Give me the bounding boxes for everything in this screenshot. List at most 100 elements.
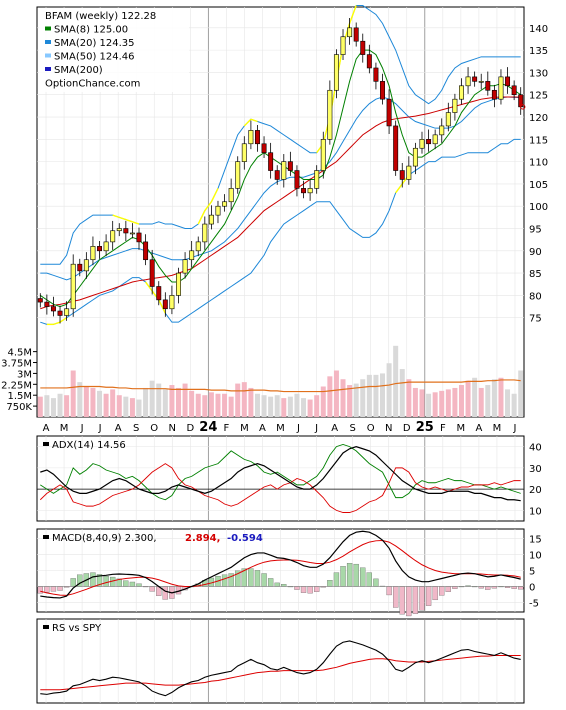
macd-histogram-bar bbox=[485, 586, 491, 590]
candle-body bbox=[228, 188, 234, 203]
candle-body bbox=[419, 139, 425, 149]
adx-y-tick-label: 10 bbox=[529, 506, 542, 517]
legend-entry: SMA(8) 125.00 bbox=[54, 25, 128, 36]
candle-body bbox=[44, 301, 50, 307]
candle-body bbox=[478, 81, 484, 83]
macd-histogram-bar bbox=[50, 586, 57, 592]
candle-body bbox=[162, 299, 168, 310]
candle-body bbox=[505, 76, 511, 87]
candle-body bbox=[327, 89, 333, 140]
x-tick-label: F bbox=[224, 423, 230, 434]
macd-histogram-bar bbox=[57, 586, 63, 591]
volume-bar bbox=[116, 395, 122, 417]
bollinger-upper-highlight bbox=[132, 221, 140, 225]
candle-body bbox=[347, 27, 353, 38]
bollinger-upper-highlight bbox=[119, 216, 127, 221]
volume-bar bbox=[412, 387, 418, 417]
x-tick-label: 25 bbox=[416, 420, 434, 435]
legend-swatch bbox=[45, 53, 51, 58]
adx-title: ADX(14) 14.56 bbox=[52, 440, 126, 451]
candle-body bbox=[314, 170, 320, 189]
candle-body bbox=[452, 98, 458, 113]
price-y-tick-label: 90 bbox=[529, 247, 542, 258]
volume-y-tick-label: 4.5M bbox=[7, 348, 32, 359]
macd-histogram-bar bbox=[274, 582, 280, 587]
bollinger-upper-highlight bbox=[210, 188, 219, 203]
bollinger-upper-highlight bbox=[250, 118, 258, 123]
candle-body bbox=[136, 232, 142, 243]
volume-bar bbox=[485, 385, 491, 417]
candle-body bbox=[281, 161, 287, 180]
volume-bar bbox=[44, 395, 50, 417]
volume-bar bbox=[491, 379, 497, 417]
bollinger-upper-highlight bbox=[125, 218, 133, 223]
volume-bar bbox=[511, 393, 517, 417]
bollinger-lower-highlight bbox=[158, 299, 166, 314]
volume-bar bbox=[202, 395, 208, 417]
price-y-tick-label: 105 bbox=[529, 180, 548, 191]
volume-bar bbox=[90, 387, 96, 417]
macd-histogram-bar bbox=[425, 586, 432, 606]
candle-body bbox=[64, 308, 70, 316]
candle-body bbox=[149, 259, 155, 287]
adx-y-tick-label: 30 bbox=[529, 464, 542, 475]
candle-body bbox=[366, 54, 372, 69]
x-tick-label: M bbox=[240, 423, 249, 434]
sma8-line bbox=[40, 49, 521, 308]
volume-bar bbox=[274, 395, 280, 417]
x-tick-label: A bbox=[43, 423, 50, 434]
legend-entry: SMA(20) 124.35 bbox=[54, 38, 135, 49]
bollinger-upper-highlight bbox=[204, 201, 212, 212]
volume-bar bbox=[327, 376, 333, 417]
candle-body bbox=[287, 161, 293, 171]
candle-body bbox=[182, 259, 188, 274]
candle-body bbox=[301, 188, 307, 194]
volume-bar bbox=[294, 393, 300, 417]
macd-histogram-bar bbox=[353, 563, 359, 587]
volume-bar bbox=[143, 387, 149, 417]
macd-histogram-bar bbox=[399, 586, 405, 615]
volume-bar bbox=[314, 395, 320, 417]
candle-body bbox=[498, 76, 504, 100]
macd-histogram-bar bbox=[300, 586, 307, 593]
x-tick-label: A bbox=[475, 423, 482, 434]
volume-bar bbox=[175, 387, 181, 417]
candle-body bbox=[360, 40, 366, 55]
volume-bar bbox=[64, 395, 70, 417]
rs-legend-swatch bbox=[43, 625, 49, 629]
plus-di-line bbox=[40, 444, 521, 501]
candle-body bbox=[406, 165, 412, 180]
volume-bar bbox=[406, 379, 412, 417]
candle-body bbox=[241, 143, 247, 162]
last-price-marker bbox=[520, 104, 526, 110]
macd-signal-line bbox=[40, 539, 521, 596]
macd-histogram-bar bbox=[307, 586, 313, 594]
volume-bar bbox=[83, 386, 89, 417]
volume-bar bbox=[465, 380, 471, 417]
volume-bar bbox=[70, 370, 76, 417]
volume-bar bbox=[156, 383, 162, 417]
price-y-tick-label: 120 bbox=[529, 113, 548, 124]
macd-histogram-bar bbox=[162, 586, 168, 600]
volume-bar bbox=[478, 387, 484, 417]
x-tick-label: A bbox=[115, 423, 122, 434]
volume-bar bbox=[248, 387, 254, 417]
volume-y-tick-label: 750K bbox=[6, 402, 32, 413]
sma50-line bbox=[40, 96, 521, 310]
volume-bar bbox=[373, 374, 379, 417]
x-tick-label: O bbox=[367, 423, 375, 434]
x-tick-label: M bbox=[276, 423, 285, 434]
bollinger-upper-highlight bbox=[348, 5, 357, 24]
volume-bar bbox=[241, 382, 247, 417]
legend-entry: BFAM (weekly) 122.28 bbox=[45, 11, 156, 22]
candle-body bbox=[222, 201, 228, 207]
volume-bar bbox=[37, 396, 43, 417]
macd-histogram-bar bbox=[366, 572, 372, 587]
volume-bar bbox=[129, 398, 135, 417]
macd-signal-value: 2.894, bbox=[185, 533, 220, 544]
candle-body bbox=[235, 161, 241, 189]
candle-body bbox=[465, 76, 471, 87]
volume-bar bbox=[505, 389, 511, 417]
candle-body bbox=[353, 27, 359, 42]
